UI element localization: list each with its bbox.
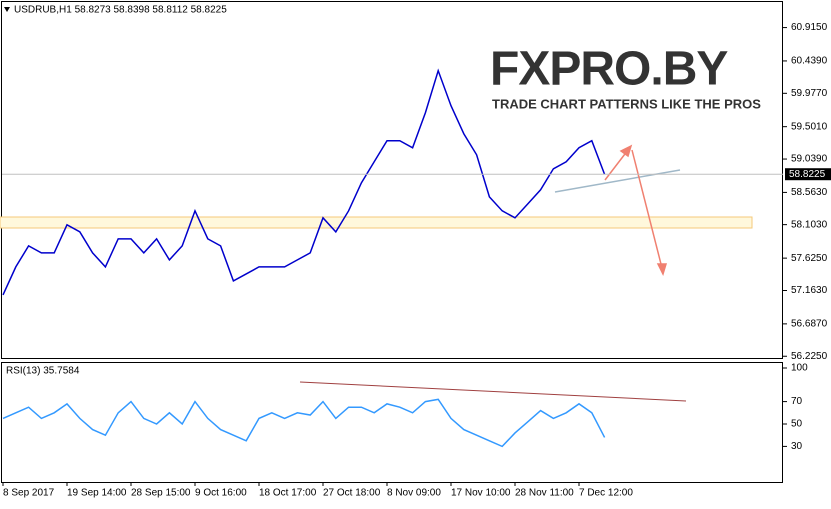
y-tick-label: 50 [791,419,803,430]
x-tick-label: 8 Nov 09:00 [387,488,441,499]
y-tick-label: 56.6870 [791,319,828,330]
y-tick-label: 58.5630 [791,187,828,198]
rsi-frame [1,362,783,483]
x-tick-label: 19 Sep 14:00 [67,488,127,499]
y-tick-label: 100 [791,363,808,374]
trend-line [554,169,681,193]
y-tick-label: 70 [791,396,803,407]
logo-band [488,96,758,114]
y-tick-label: 60.9150 [791,22,828,33]
rsi-trend-line [299,381,687,402]
price-frame [1,1,783,359]
last-price-label: 58.8225 [789,169,826,180]
series-line [2,398,606,448]
x-tick-label: 9 Oct 16:00 [195,488,247,499]
y-tick-label: 60.4390 [791,56,828,67]
arrow-head [656,263,668,277]
arrow-up [604,149,629,181]
y-tick-label: 58.1030 [791,219,828,230]
logo-title: FXPRO.BY [490,43,728,96]
x-tick-label: 18 Oct 17:00 [259,488,317,499]
logo-tagline: TRADE CHART PATTERNS LIKE THE PROS [492,96,761,111]
last-price-box [785,168,831,181]
chart-title: USDRUB,H1 58.8273 58.8398 58.8112 58.822… [14,5,227,16]
x-tick-label: 27 Oct 18:00 [323,488,381,499]
y-tick-label: 59.0390 [791,154,828,165]
x-tick-label: 28 Nov 11:00 [515,488,574,499]
x-tick-label: 17 Nov 10:00 [451,488,511,499]
logo: FXPRO.BY TRADE CHART PATTERNS LIKE THE P… [488,43,761,114]
x-tick-label: 7 Dec 12:00 [579,488,633,499]
y-tick-label: 59.5010 [791,121,828,132]
support-zone [0,216,753,229]
arrow-head [619,144,633,158]
y-tick-label: 59.9770 [791,88,828,99]
x-tick-label: 28 Sep 15:00 [131,488,191,499]
x-tick-label: 8 Sep 2017 [3,488,55,499]
arrow-down [631,149,663,269]
y-tick-label: 30 [791,441,803,452]
y-tick-label: 57.1630 [791,285,828,296]
series-line [2,68,606,296]
arrows [604,144,668,277]
title-icon [4,7,10,12]
y-tick-label: 56.2250 [791,351,828,362]
rsi-title: RSI(13) 35.7584 [6,366,80,377]
y-tick-label: 57.6250 [791,253,828,264]
